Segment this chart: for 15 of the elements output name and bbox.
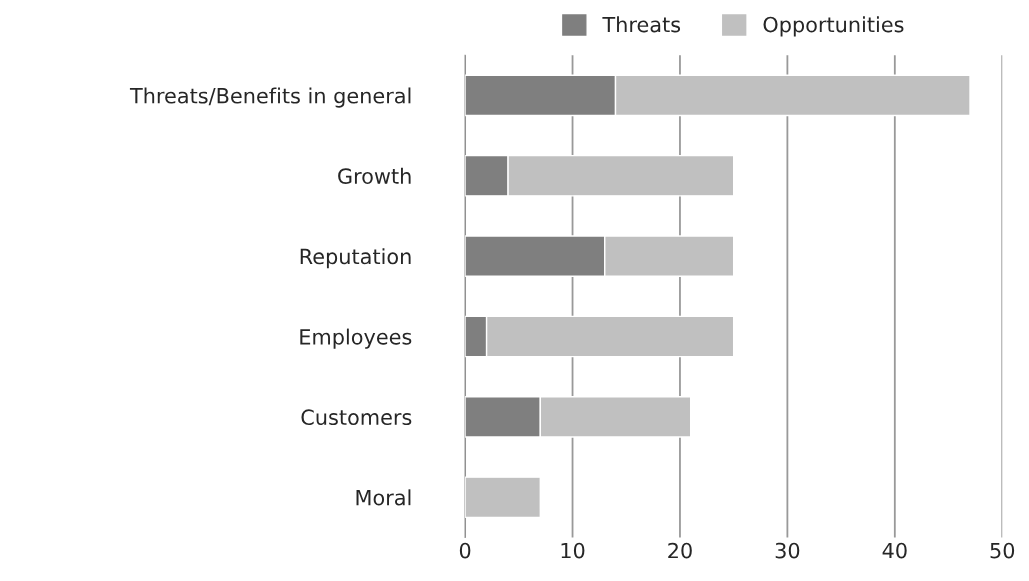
bar xyxy=(465,476,542,519)
x-tick-label: 0 xyxy=(459,542,471,559)
x-tick-label: 50 xyxy=(990,542,1015,559)
legend-label: Opportunities xyxy=(763,16,904,37)
x-tick-label: 30 xyxy=(775,542,800,559)
legend-label: Threats xyxy=(602,16,681,33)
x-tick-label: 20 xyxy=(668,542,692,559)
y-tick-label: Employees xyxy=(300,328,412,349)
x-tick-label: 40 xyxy=(882,542,907,559)
y-tick-label: Reputation xyxy=(300,248,411,269)
y-tick-label: Customers xyxy=(301,409,412,426)
y-tick-label: Moral xyxy=(356,489,411,506)
x-tick-label: 10 xyxy=(561,542,585,559)
y-tick-label: Threats/Benefits in general xyxy=(129,87,411,108)
y-tick-label: Growth xyxy=(338,167,411,184)
